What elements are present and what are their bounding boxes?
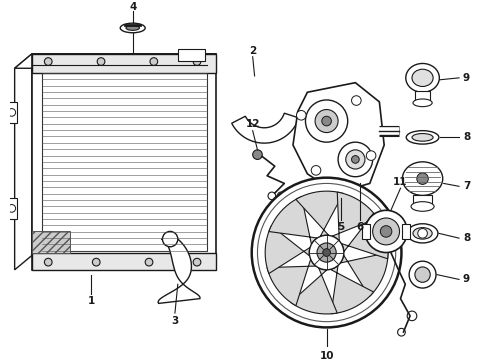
Bar <box>402 224 410 239</box>
Circle shape <box>397 328 405 336</box>
Polygon shape <box>232 113 299 143</box>
Text: 2: 2 <box>249 46 256 56</box>
Circle shape <box>367 151 376 161</box>
Bar <box>413 195 432 207</box>
Ellipse shape <box>406 63 440 92</box>
Circle shape <box>252 178 401 327</box>
Circle shape <box>296 111 306 120</box>
Circle shape <box>278 192 283 198</box>
Polygon shape <box>341 253 388 297</box>
Bar <box>32 54 216 270</box>
Circle shape <box>323 249 330 256</box>
Circle shape <box>351 96 361 105</box>
Text: 9: 9 <box>463 274 470 284</box>
Polygon shape <box>265 226 310 274</box>
Circle shape <box>305 100 348 142</box>
Bar <box>32 253 216 270</box>
Ellipse shape <box>413 228 432 239</box>
Circle shape <box>268 192 276 200</box>
Circle shape <box>193 58 201 66</box>
Polygon shape <box>15 54 216 68</box>
Ellipse shape <box>402 162 443 195</box>
Circle shape <box>417 173 428 184</box>
Ellipse shape <box>412 69 433 86</box>
Polygon shape <box>267 259 316 306</box>
Text: 3: 3 <box>172 316 178 326</box>
Ellipse shape <box>120 23 145 33</box>
Circle shape <box>407 311 417 321</box>
Polygon shape <box>293 83 384 193</box>
Text: 8: 8 <box>463 233 470 243</box>
Circle shape <box>315 109 338 132</box>
Ellipse shape <box>413 99 432 107</box>
Polygon shape <box>332 192 377 241</box>
Polygon shape <box>269 197 317 244</box>
Text: 12: 12 <box>245 119 260 129</box>
Circle shape <box>97 58 105 66</box>
Text: 1: 1 <box>88 296 95 306</box>
Text: 9: 9 <box>463 73 470 83</box>
Bar <box>415 91 430 103</box>
Text: 10: 10 <box>319 351 334 360</box>
Bar <box>362 224 370 239</box>
Circle shape <box>311 166 321 175</box>
Text: 4: 4 <box>129 2 136 12</box>
Text: 7: 7 <box>463 181 470 191</box>
Circle shape <box>322 116 331 126</box>
Bar <box>7 198 17 219</box>
Circle shape <box>193 258 201 266</box>
Polygon shape <box>15 54 32 270</box>
Circle shape <box>338 142 373 177</box>
Ellipse shape <box>406 131 439 144</box>
Bar <box>7 102 17 123</box>
Circle shape <box>150 58 158 66</box>
Ellipse shape <box>407 224 438 243</box>
Text: 5: 5 <box>337 222 344 231</box>
Circle shape <box>351 156 359 163</box>
Ellipse shape <box>412 134 433 141</box>
Circle shape <box>346 150 365 169</box>
Circle shape <box>45 258 52 266</box>
Polygon shape <box>342 213 388 259</box>
Circle shape <box>409 261 436 288</box>
Circle shape <box>373 218 399 245</box>
Polygon shape <box>291 268 337 314</box>
Circle shape <box>418 229 427 238</box>
Circle shape <box>253 150 262 159</box>
Circle shape <box>365 210 407 253</box>
Circle shape <box>8 109 16 116</box>
Text: 8: 8 <box>463 132 470 142</box>
Polygon shape <box>158 239 200 303</box>
Ellipse shape <box>126 26 140 30</box>
Polygon shape <box>296 191 343 237</box>
Circle shape <box>415 267 430 282</box>
Circle shape <box>380 226 392 237</box>
Circle shape <box>45 58 52 66</box>
Circle shape <box>309 235 344 270</box>
Ellipse shape <box>411 202 434 211</box>
Circle shape <box>145 258 153 266</box>
Text: 11: 11 <box>393 176 408 186</box>
Circle shape <box>163 231 178 247</box>
Polygon shape <box>330 266 374 314</box>
Bar <box>32 54 216 73</box>
Circle shape <box>8 204 16 212</box>
Circle shape <box>317 243 336 262</box>
Text: 6: 6 <box>357 222 364 231</box>
Bar <box>42 73 207 251</box>
Circle shape <box>93 258 100 266</box>
Bar <box>178 49 205 60</box>
Bar <box>32 231 70 253</box>
